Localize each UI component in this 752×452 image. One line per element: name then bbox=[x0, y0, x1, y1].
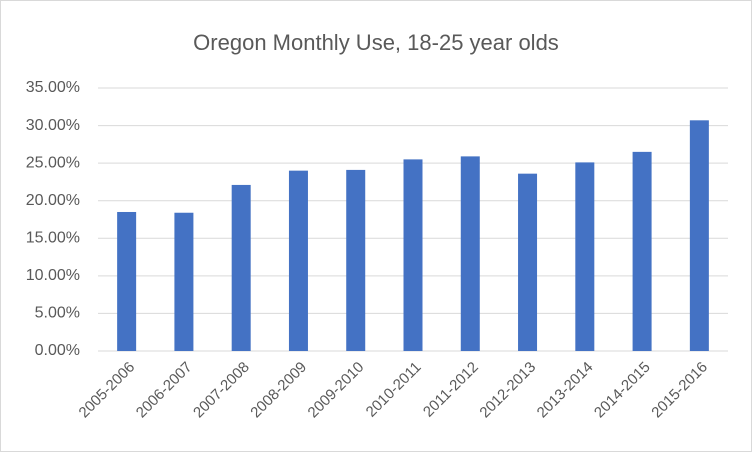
y-tick-label: 30.00% bbox=[26, 117, 80, 134]
y-tick-label: 25.00% bbox=[26, 154, 80, 171]
y-tick-label: 10.00% bbox=[26, 267, 80, 284]
bar bbox=[632, 151, 652, 351]
y-tick-label: 15.00% bbox=[26, 230, 80, 247]
bar bbox=[575, 162, 595, 351]
bar bbox=[460, 156, 480, 351]
bar bbox=[174, 212, 194, 351]
bar bbox=[231, 184, 251, 351]
bar bbox=[346, 169, 366, 351]
chart-title: Oregon Monthly Use, 18-25 year olds bbox=[193, 30, 559, 55]
bar bbox=[518, 173, 538, 351]
y-tick-label: 5.00% bbox=[35, 305, 80, 322]
y-tick-label: 20.00% bbox=[26, 192, 80, 209]
bar bbox=[689, 120, 709, 351]
bar bbox=[288, 170, 308, 351]
y-tick-label: 35.00% bbox=[26, 79, 80, 96]
y-tick-label: 0.00% bbox=[35, 342, 80, 359]
bar bbox=[117, 211, 137, 351]
bar bbox=[403, 159, 423, 351]
